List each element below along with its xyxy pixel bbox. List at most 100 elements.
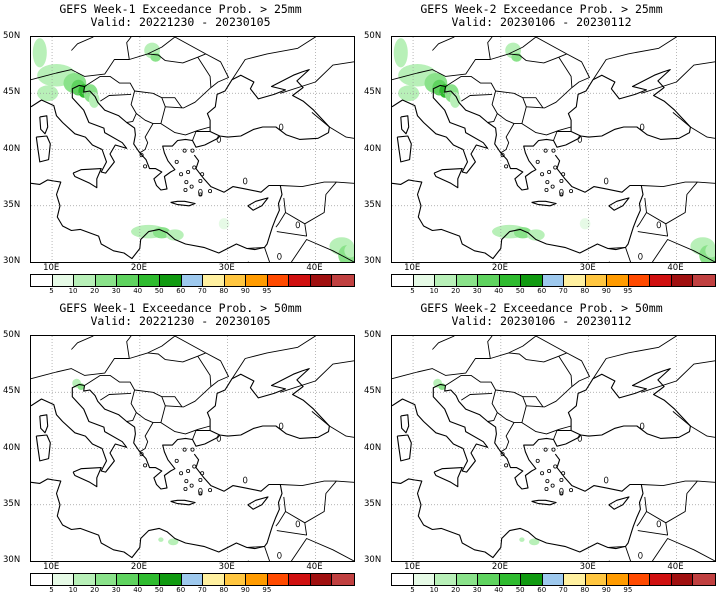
country-border — [71, 336, 94, 350]
colorbar-tick-label: 90 — [240, 287, 250, 295]
coastline-sardinia — [35, 135, 51, 163]
longitude-label: 40E — [667, 263, 684, 273]
country-border — [521, 422, 572, 435]
country-border — [126, 37, 132, 60]
country-border — [607, 246, 632, 262]
country-border — [461, 93, 493, 102]
colorbar-swatch — [521, 574, 543, 585]
colorbar-swatch — [693, 574, 715, 585]
coastline-cyprus — [608, 197, 630, 211]
coastline-italy — [392, 383, 489, 473]
map-area — [391, 36, 716, 263]
colorbar-tick-label: 40 — [494, 287, 504, 295]
country-border — [100, 93, 132, 102]
coastline-balkans-black-sea — [444, 69, 691, 191]
island — [550, 184, 555, 189]
colorbar-tick-label: 80 — [580, 287, 590, 295]
country-border — [535, 37, 567, 55]
colorbar-swatch — [456, 574, 479, 585]
country-border — [290, 538, 354, 561]
country-border — [636, 197, 647, 228]
country-border — [100, 392, 132, 401]
longitude-label: 10E — [43, 263, 60, 273]
country-border — [392, 352, 590, 408]
island — [186, 169, 191, 174]
country-border — [31, 352, 229, 408]
country-border — [392, 53, 590, 109]
country-border — [592, 37, 677, 80]
country-border — [553, 131, 572, 141]
colorbar-swatch — [74, 574, 96, 585]
colorbar-tick-label: 50 — [154, 287, 164, 295]
lake — [242, 177, 248, 185]
coastline-sicily — [433, 168, 463, 189]
island — [559, 477, 564, 482]
colorbar-tick-label: 40 — [494, 586, 504, 594]
colorbar-swatch — [521, 275, 543, 286]
colorbar-swatch — [542, 275, 565, 286]
colorbar-tick-label: 70 — [558, 586, 568, 594]
lake — [216, 434, 222, 442]
island — [550, 483, 555, 488]
country-border — [553, 430, 572, 440]
colorbar-tick-label: 40 — [133, 586, 143, 594]
rain-probability-area — [344, 244, 354, 258]
colorbar-swatch — [332, 574, 354, 585]
colorbar-swatch — [607, 275, 629, 286]
rain-probability-area — [393, 38, 408, 68]
colorbar-swatch — [117, 574, 139, 585]
island — [174, 458, 179, 463]
colorbar-swatch — [74, 275, 96, 286]
country-border — [641, 360, 715, 393]
map-canvas — [31, 37, 354, 262]
longitude-label: 30E — [579, 263, 596, 273]
country-border — [641, 61, 715, 94]
island — [504, 463, 509, 468]
country-border — [285, 212, 306, 225]
colorbar-tick-label: 50 — [515, 586, 525, 594]
rain-probability-area — [528, 538, 540, 546]
colorbar-swatch — [607, 574, 629, 585]
island — [186, 468, 191, 473]
country-border — [147, 37, 176, 55]
island — [543, 447, 548, 452]
colorbar-tick-label: 70 — [558, 287, 568, 295]
latitude-label: 50N — [3, 31, 21, 41]
colorbar-swatch — [95, 574, 118, 585]
panel-title: GEFS Week-1 Exceedance Prob. > 50mm — [59, 301, 302, 315]
colorbar-swatch — [564, 275, 586, 286]
island — [143, 164, 148, 169]
island — [535, 159, 540, 164]
island — [553, 165, 558, 170]
country-border — [276, 480, 337, 536]
colorbar-swatch — [138, 275, 161, 286]
country-border — [71, 37, 94, 51]
island — [179, 172, 184, 177]
rain-probability-area — [705, 244, 715, 258]
lake — [638, 551, 643, 559]
latitude-label: 45N — [364, 386, 382, 397]
country-border — [174, 336, 206, 354]
colorbar-tick-label: 5 — [49, 287, 54, 295]
lake — [198, 188, 203, 196]
latitude-label: 30N — [3, 555, 21, 565]
colorbar-swatch — [310, 275, 333, 286]
country-border — [147, 336, 176, 354]
colorbar-tick-label: 50 — [515, 287, 525, 295]
lake — [295, 221, 301, 229]
island — [561, 172, 566, 177]
country-border — [487, 90, 498, 123]
latitude-label: 35N — [364, 199, 382, 210]
colorbar-tick-label: 10 — [68, 586, 78, 594]
colorbar-swatch — [628, 574, 651, 585]
coastline-corsica — [39, 414, 49, 434]
colorbar-swatch — [585, 275, 608, 286]
country-border — [508, 37, 537, 55]
country-border — [535, 336, 567, 354]
country-border — [522, 396, 544, 408]
coastline-sardinia — [35, 434, 51, 462]
coastline-balkans-black-sea — [83, 368, 330, 490]
island — [545, 180, 550, 185]
country-border — [290, 239, 354, 262]
lake — [656, 221, 662, 229]
